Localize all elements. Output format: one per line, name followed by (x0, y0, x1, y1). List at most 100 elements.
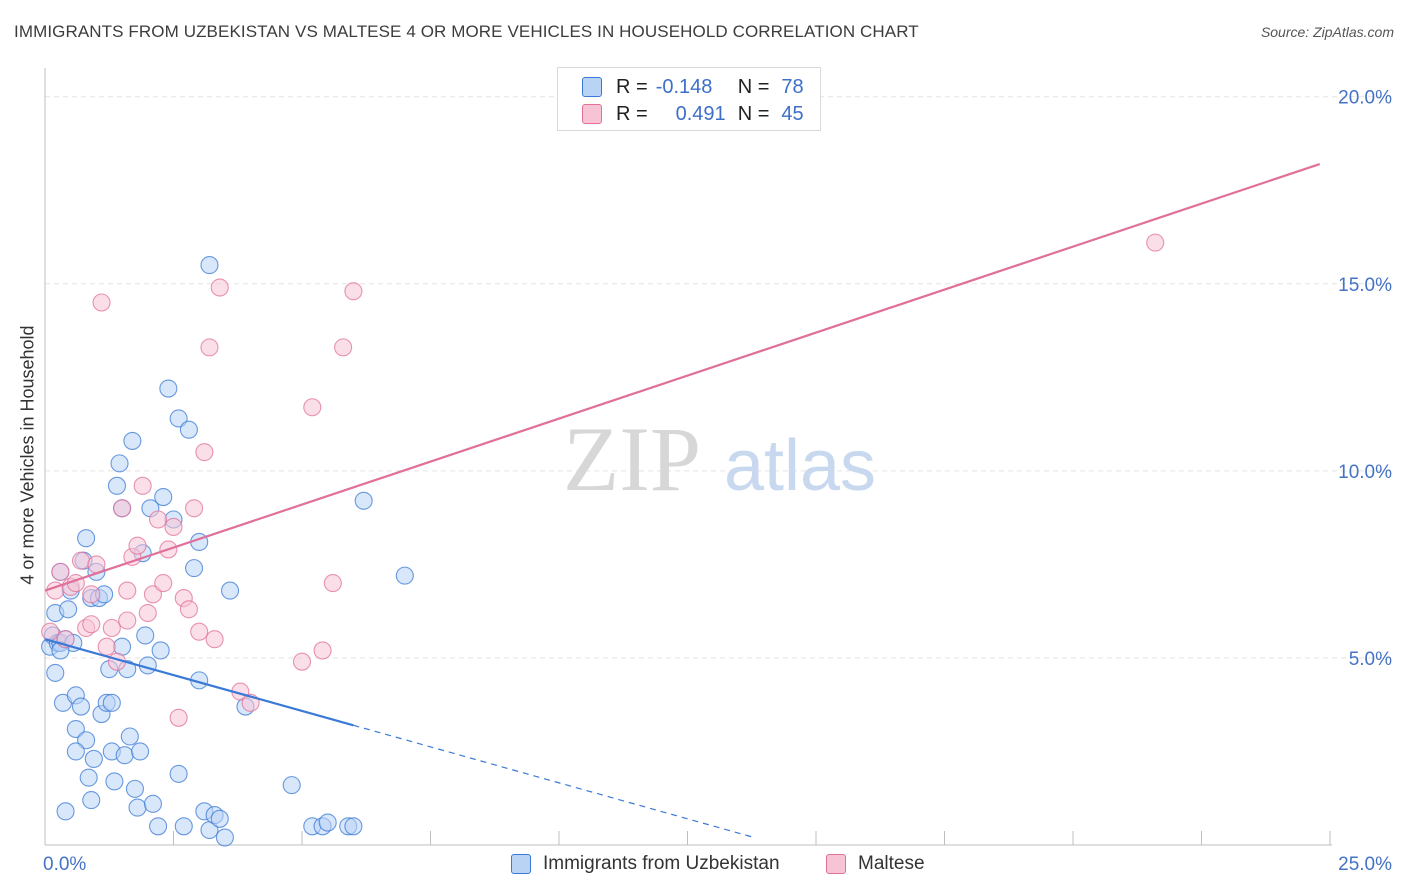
trend-lines (44, 163, 1321, 839)
bottom-legend-swatch-blue (511, 854, 531, 874)
point-uzbekistan (354, 491, 373, 510)
point-uzbekistan (102, 693, 121, 712)
legend-n-label: N = (737, 102, 770, 125)
point-uzbekistan (154, 487, 173, 507)
point-uzbekistan (143, 794, 162, 813)
point-uzbekistan (120, 727, 139, 746)
legend-row-uzbekistan: R = -0.148 N = 78 (582, 75, 804, 99)
point-maltese (154, 574, 173, 593)
x-tick-label: 0.0% (43, 854, 86, 875)
point-uzbekistan (179, 420, 198, 439)
point-maltese (313, 641, 332, 660)
point-maltese (128, 536, 147, 555)
point-maltese (344, 282, 363, 301)
point-maltese (143, 585, 162, 604)
watermark-atlas: atlas (724, 426, 876, 506)
bottom-legend-uzbekistan: Immigrants from Uzbekistan (511, 851, 780, 877)
y-tick-label: 10.0% (1338, 462, 1392, 483)
legend-r-value: -0.148 (655, 75, 713, 98)
point-uzbekistan (105, 772, 124, 791)
grid-lines (45, 96, 1392, 659)
point-uzbekistan (344, 817, 363, 836)
point-uzbekistan (107, 476, 127, 495)
point-uzbekistan (125, 779, 144, 798)
point-maltese (334, 338, 353, 357)
point-uzbekistan (169, 764, 188, 783)
point-uzbekistan (174, 817, 193, 836)
point-maltese (200, 338, 219, 357)
point-maltese (303, 398, 322, 417)
point-maltese (41, 622, 60, 641)
point-uzbekistan (151, 641, 170, 660)
legend-n-value: 45 (781, 102, 804, 125)
point-uzbekistan (71, 697, 91, 716)
y-tick-label: 20.0% (1338, 88, 1392, 109)
point-uzbekistan (149, 817, 168, 836)
point-maltese (118, 611, 137, 630)
point-uzbekistan (131, 742, 150, 761)
point-maltese (210, 278, 229, 297)
point-maltese (179, 600, 198, 619)
point-uzbekistan (395, 566, 414, 585)
point-maltese (51, 562, 70, 581)
y-tick-label: 5.0% (1349, 649, 1392, 670)
point-maltese (92, 293, 111, 312)
point-uzbekistan (115, 746, 134, 765)
point-uzbekistan (77, 731, 96, 750)
point-uzbekistan (77, 529, 96, 548)
point-uzbekistan (210, 809, 229, 828)
point-uzbekistan (113, 637, 132, 656)
y-axis-label: 4 or more Vehicles in Household (17, 325, 38, 585)
point-uzbekistan (128, 798, 147, 817)
point-maltese (185, 499, 204, 518)
watermark: ZIP atlas (563, 408, 876, 510)
point-uzbekistan (185, 559, 204, 578)
point-uzbekistan (110, 454, 129, 473)
point-uzbekistan (123, 431, 142, 450)
legend-row-maltese: R = 0.491 N = 45 (582, 102, 804, 126)
point-maltese (292, 652, 312, 671)
tick-labels: 5.0% 10.0% 15.0% 20.0% 0.0% 25.0% (43, 88, 1392, 875)
legend-swatch-blue (582, 77, 602, 97)
bottom-legend-label: Immigrants from Uzbekistan (543, 853, 780, 874)
trend-maltese (44, 163, 1321, 592)
legend-swatch-pink (582, 104, 602, 124)
point-maltese (97, 637, 116, 656)
point-maltese (118, 581, 137, 600)
bottom-legend-maltese: Maltese (826, 851, 925, 877)
point-maltese (1146, 233, 1165, 252)
bottom-legend-label: Maltese (858, 853, 925, 874)
stats-legend: R = -0.148 N = 78 R = 0.491 N = 45 (557, 67, 821, 131)
y-tick-label: 15.0% (1338, 275, 1392, 296)
point-uzbekistan (215, 828, 234, 847)
point-maltese (323, 574, 342, 593)
point-maltese (169, 708, 188, 727)
watermark-zip: ZIP (563, 408, 701, 510)
legend-r-label: R = (616, 75, 648, 98)
point-maltese (149, 510, 168, 529)
point-maltese (102, 618, 121, 638)
legend-n-label: N = (737, 75, 770, 98)
point-maltese (138, 603, 157, 623)
axes (44, 68, 1332, 846)
point-maltese (113, 499, 132, 518)
point-maltese (164, 517, 183, 537)
series-maltese-points (41, 233, 1165, 727)
legend-r-label: R = (616, 102, 648, 125)
point-maltese (71, 551, 91, 570)
point-uzbekistan (46, 663, 65, 682)
trend-uzbekistan (44, 638, 354, 727)
point-maltese (82, 585, 101, 604)
point-uzbekistan (56, 802, 75, 821)
point-uzbekistan (318, 813, 337, 832)
point-maltese (205, 630, 224, 649)
point-uzbekistan (200, 256, 219, 275)
point-uzbekistan (82, 791, 101, 810)
x-tick-label: 25.0% (1338, 854, 1392, 875)
legend-r-value: 0.491 (675, 102, 726, 125)
point-uzbekistan (159, 379, 178, 398)
point-maltese (133, 476, 152, 495)
series-uzbekistan-points (41, 256, 414, 847)
point-uzbekistan (66, 742, 85, 761)
